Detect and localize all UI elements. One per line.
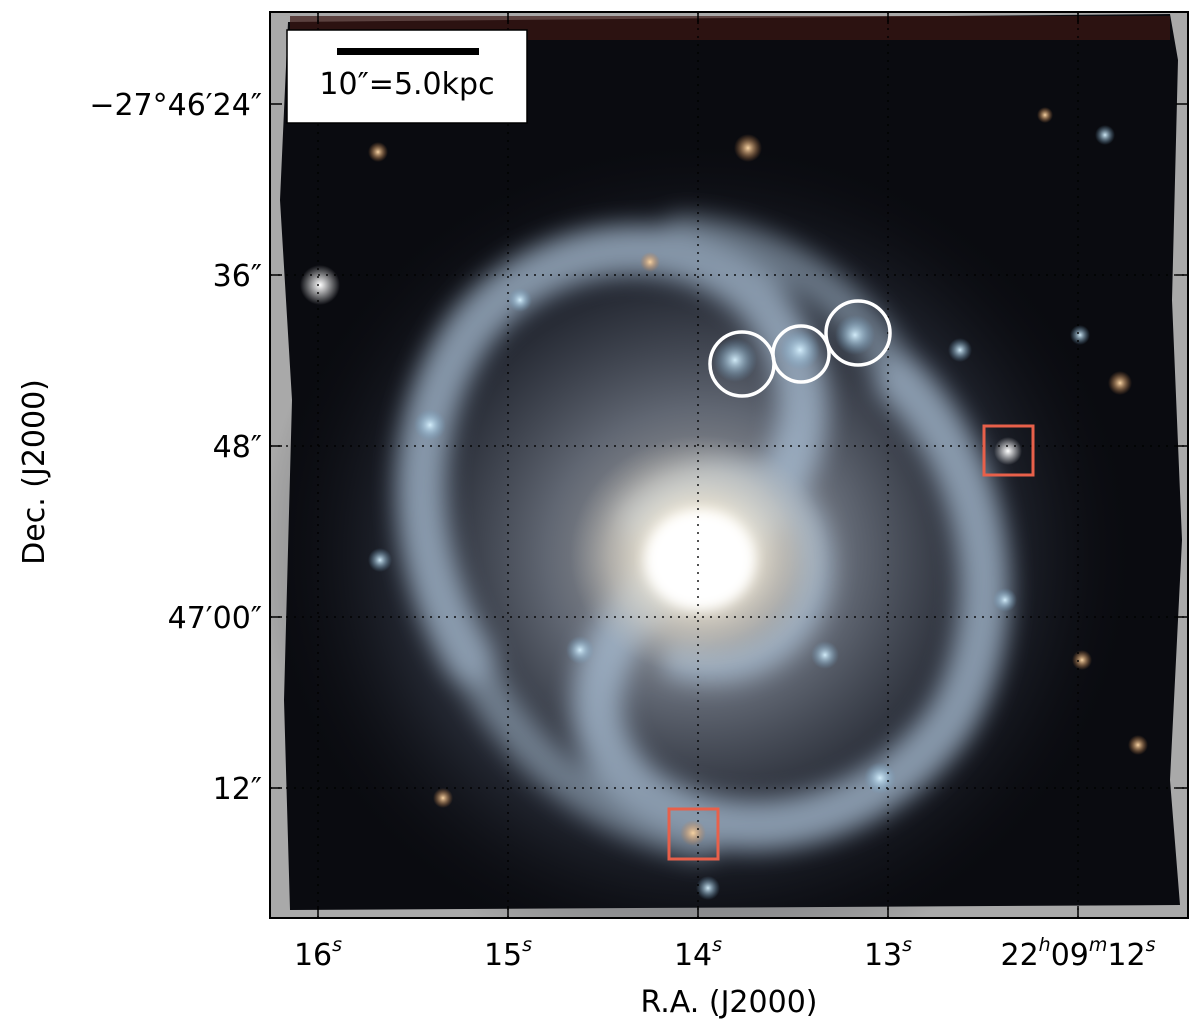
y-tick-label: 36″ — [213, 259, 262, 294]
x-tick-label: 15s — [484, 934, 532, 973]
y-tick-label: −27°46′24″ — [89, 88, 262, 123]
y-tick-labels: −27°46′24″ 36″ 48″ 47′00″ 12″ — [89, 88, 262, 807]
x-axis-title: R.A. (J2000) — [641, 985, 818, 1020]
scale-bar-box — [286, 29, 528, 124]
hii-knots — [368, 125, 1115, 900]
spiral-galaxy — [270, 107, 1148, 918]
x-tick-label: 22h09m12s — [1000, 934, 1155, 973]
foreground-stars — [300, 107, 1148, 846]
x-tick-labels: 16s 15s 14s 13s 22h09m12s — [294, 934, 1156, 973]
x-tick-label: 14s — [674, 934, 722, 973]
circle-markers — [708, 299, 892, 398]
scale-bar-line — [337, 48, 479, 55]
circle-marker-2 — [771, 324, 831, 384]
circle-marker-3 — [824, 299, 892, 367]
x-tick-label: 16s — [294, 934, 342, 973]
sky-image: 10″=5.0kpc — [270, 12, 1188, 918]
scale-bar-label: 10″=5.0kpc — [319, 67, 494, 102]
coordinate-grid — [270, 12, 1188, 918]
y-axis-title: Dec. (J2000) — [17, 379, 52, 565]
box-marker-1 — [982, 424, 1035, 477]
y-tick-label: 48″ — [213, 430, 262, 465]
scale-bar: 10″=5.0kpc — [286, 29, 528, 124]
x-tick-label: 13s — [864, 934, 912, 973]
plot-frame — [269, 11, 1189, 919]
y-tick-label: 47′00″ — [168, 601, 262, 636]
box-marker-2 — [667, 807, 720, 861]
box-markers — [667, 424, 1035, 861]
y-tick-label: 12″ — [213, 772, 262, 807]
axis-ticks — [270, 12, 1188, 918]
